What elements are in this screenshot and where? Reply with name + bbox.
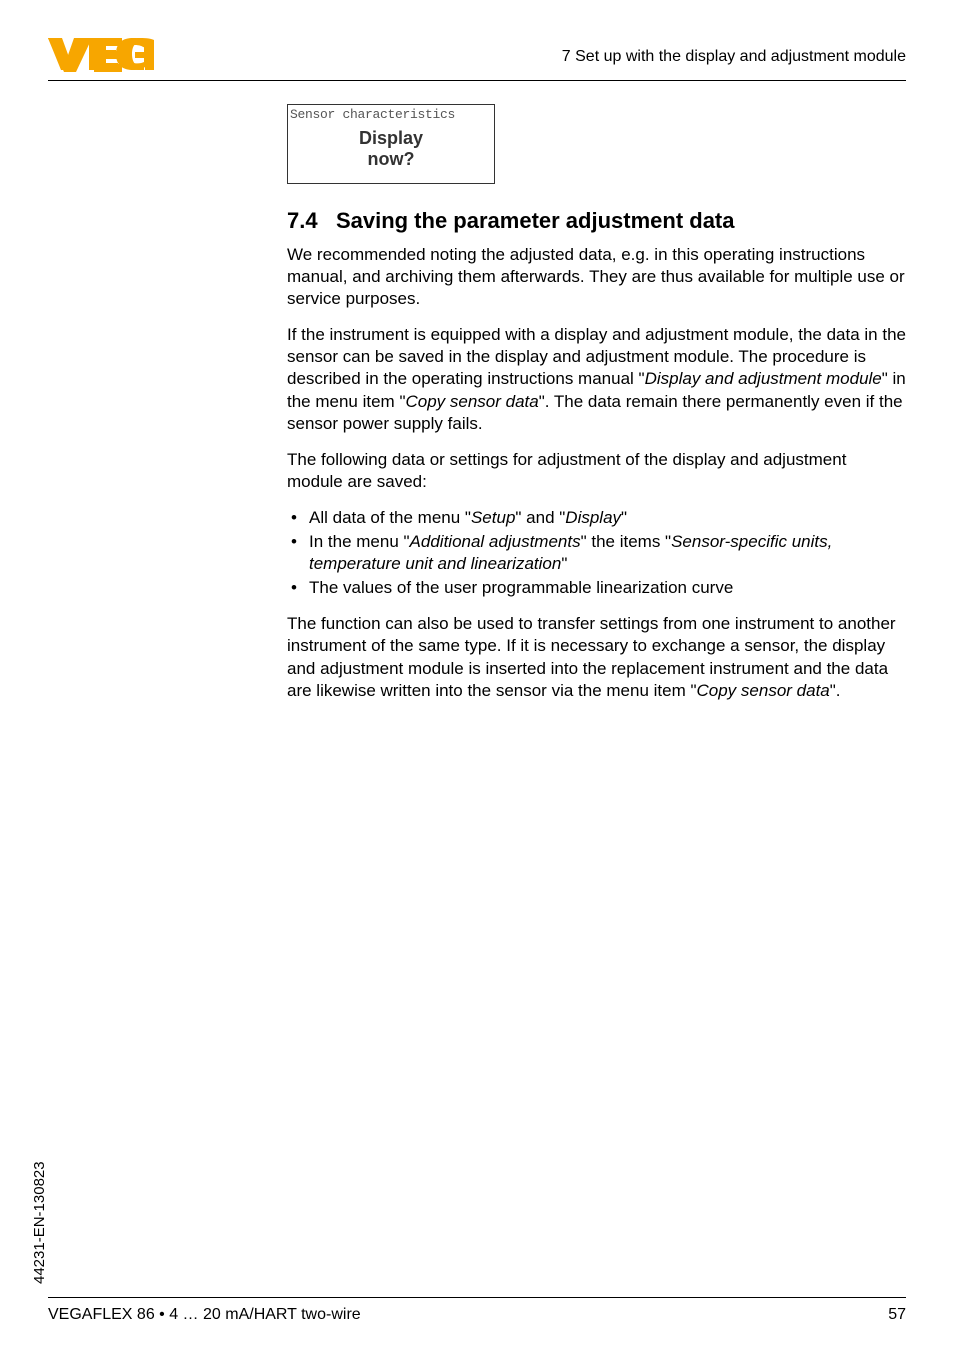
footer-left-text: VEGAFLEX 86 • 4 … 20 mA/HART two-wire (48, 1306, 361, 1324)
page-header: 7 Set up with the display and adjustment… (48, 38, 906, 78)
b2-b: " the items " (581, 532, 672, 551)
header-chapter-text: 7 Set up with the display and adjustment… (562, 48, 906, 66)
bullet-1: All data of the menu "Setup" and "Displa… (287, 507, 906, 529)
b1-a: All data of the menu " (309, 508, 471, 527)
vega-logo (48, 38, 158, 77)
header-divider (48, 80, 906, 81)
page-footer: VEGAFLEX 86 • 4 … 20 mA/HART two-wire 57 (48, 1306, 906, 1324)
lcd-title: Sensor characteristics (288, 105, 494, 122)
b2-a: In the menu " (309, 532, 410, 551)
paragraph-3: The following data or settings for adjus… (287, 449, 906, 493)
paragraph-4: The function can also be used to transfe… (287, 613, 906, 701)
p4-b: ". (830, 681, 841, 700)
b1-b: " and " (515, 508, 565, 527)
bullet-2: In the menu "Additional adjustments" the… (287, 531, 906, 575)
section-heading: 7.4 Saving the parameter adjustment data (287, 208, 906, 234)
b2-c: " (561, 554, 567, 573)
p2-italic-2: Copy sensor data (405, 392, 538, 411)
p2-italic-1: Display and adjustment module (645, 369, 882, 388)
footer-page-number: 57 (888, 1306, 906, 1324)
b1-c: " (621, 508, 627, 527)
lcd-display-box: Sensor characteristics Display now? (287, 104, 495, 184)
p4-i1: Copy sensor data (697, 681, 830, 700)
b2-i1: Additional adjustments (410, 532, 581, 551)
footer-divider (48, 1297, 906, 1298)
document-id-vertical: 44231-EN-130823 (31, 1161, 48, 1284)
paragraph-2: If the instrument is equipped with a dis… (287, 324, 906, 434)
section-number: 7.4 (287, 208, 318, 233)
bullet-list: All data of the menu "Setup" and "Displa… (287, 507, 906, 599)
section-title-text: Saving the parameter adjustment data (336, 208, 735, 233)
bullet-3: The values of the user programmable line… (287, 577, 906, 599)
main-content: 7.4 Saving the parameter adjustment data… (287, 208, 906, 716)
lcd-body: Display now? (288, 122, 494, 183)
paragraph-1: We recommended noting the adjusted data,… (287, 244, 906, 310)
b1-i2: Display (565, 508, 621, 527)
lcd-line1: Display (288, 128, 494, 149)
b1-i1: Setup (471, 508, 515, 527)
lcd-line2: now? (288, 149, 494, 170)
